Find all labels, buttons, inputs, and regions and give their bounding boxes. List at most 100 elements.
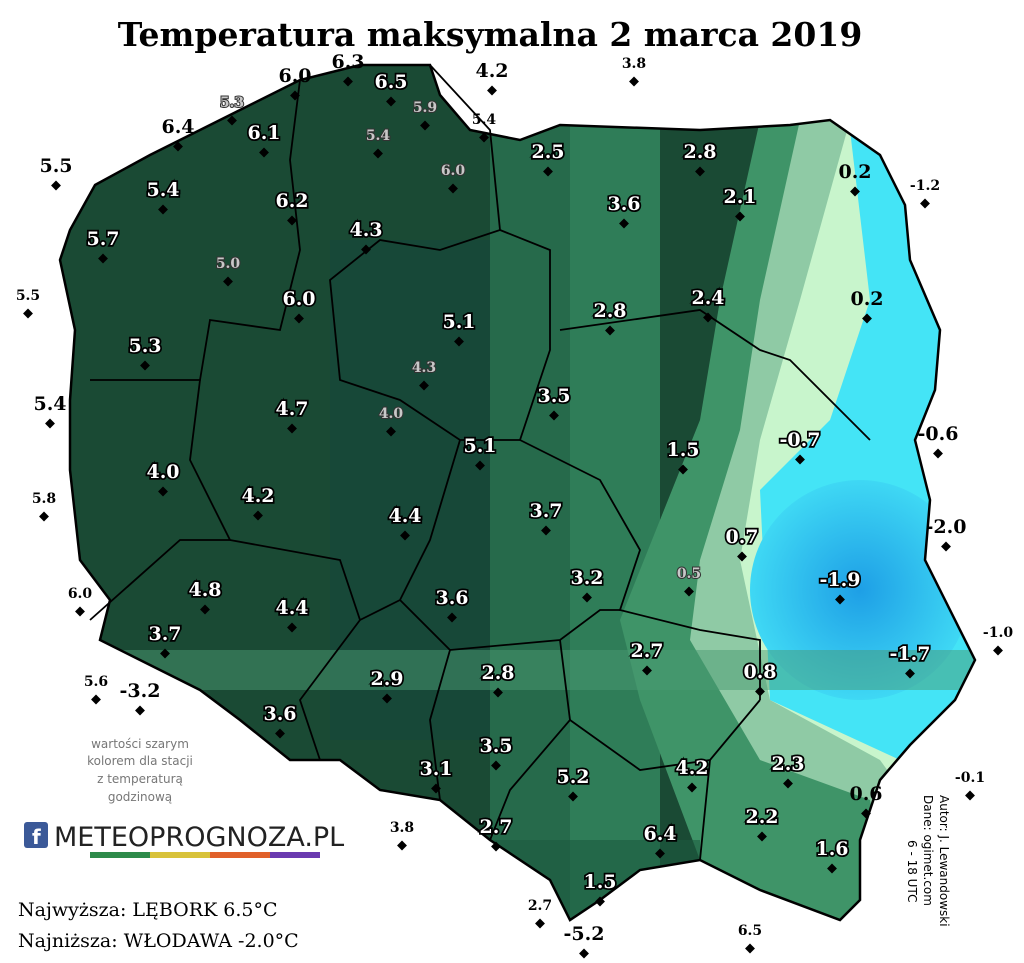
station-marker xyxy=(795,454,805,465)
station-marker xyxy=(755,686,765,697)
station-value: 6.0 xyxy=(282,288,315,310)
station-value: 4.3 xyxy=(349,219,382,241)
station-marker xyxy=(51,180,61,191)
station-marker xyxy=(595,896,605,907)
note: wartości szarym kolorem dla stacji z tem… xyxy=(87,737,193,804)
station-value: 4.4 xyxy=(275,597,308,619)
station-marker xyxy=(475,460,485,471)
station-marker xyxy=(582,592,592,603)
station-marker xyxy=(678,464,688,475)
station-marker xyxy=(253,510,263,521)
station-marker xyxy=(158,204,168,215)
station-value: 6.3 xyxy=(331,51,364,73)
station-marker xyxy=(695,166,705,177)
facebook-f: f xyxy=(32,825,41,849)
station-value: 3.6 xyxy=(607,193,640,215)
station-marker xyxy=(431,783,441,794)
station-marker xyxy=(835,594,845,605)
station-value: 2.3 xyxy=(771,753,804,775)
station-marker xyxy=(655,848,665,859)
station-marker xyxy=(448,183,458,194)
station-marker xyxy=(535,918,545,929)
station-marker xyxy=(862,313,872,324)
extreme-min: Najniższa: WŁODAWA -2.0°C xyxy=(18,930,299,952)
station-value: 6.2 xyxy=(275,190,308,212)
station-value: 5.1 xyxy=(442,311,475,333)
station-value: 2.4 xyxy=(691,287,724,309)
station-value: 6.5 xyxy=(374,71,407,93)
region-borders xyxy=(89,64,871,861)
facebook-icon xyxy=(24,822,48,848)
station-marker xyxy=(783,778,793,789)
station-marker xyxy=(447,612,457,623)
station-value: 5.9 xyxy=(413,100,437,116)
station-marker xyxy=(39,511,49,522)
station-marker xyxy=(827,863,837,874)
station-marker xyxy=(735,211,745,222)
station-value: 5.1 xyxy=(463,435,496,457)
station-marker xyxy=(287,215,297,226)
station-marker xyxy=(158,486,168,497)
station-value: 5.4 xyxy=(33,393,66,415)
station-value: -1.9 xyxy=(820,569,861,591)
station-value: 5.3 xyxy=(128,335,161,357)
station-value: 5.0 xyxy=(216,256,241,272)
station-marker xyxy=(287,423,297,434)
station-value: -5.2 xyxy=(564,923,605,945)
station-marker xyxy=(605,325,615,336)
station-marker xyxy=(75,606,85,617)
station-value: 2.7 xyxy=(479,816,512,838)
station-value: 3.8 xyxy=(622,56,646,72)
stations: 6.3 6.0 6.5 4.2 3.8 5.3 5.9 6.4 6.1 5.4 5.4 5.5 6.0 2… xyxy=(16,51,1013,959)
credit: Autor: J. Lewandowski xyxy=(937,795,951,927)
station-marker xyxy=(920,198,930,209)
station-value: 0.5 xyxy=(677,566,701,582)
station-marker xyxy=(419,380,429,391)
logo-bar xyxy=(90,852,320,858)
station-value: 4.2 xyxy=(675,757,708,779)
station-value: 2.1 xyxy=(723,186,756,208)
station-marker xyxy=(905,668,915,679)
station-marker xyxy=(491,760,501,771)
station-value: 5.4 xyxy=(472,112,497,128)
station-marker xyxy=(373,148,383,159)
station-value: 0.2 xyxy=(838,161,871,183)
station-marker xyxy=(543,166,553,177)
station-value: 4.3 xyxy=(412,360,436,376)
station-value: 4.2 xyxy=(241,485,274,507)
station-value: 1.5 xyxy=(583,871,616,893)
station-marker xyxy=(579,948,589,959)
station-value: 1.6 xyxy=(815,838,848,860)
station-value: 2.7 xyxy=(528,898,552,914)
title: Temperatura maksymalna 2 marca 2019 xyxy=(118,15,863,54)
station-marker xyxy=(737,551,747,562)
station-value: 1.5 xyxy=(666,439,699,461)
station-marker xyxy=(850,186,860,197)
station-value: -1.7 xyxy=(890,643,931,665)
station-value: 6.4 xyxy=(161,116,194,138)
station-value: 3.5 xyxy=(479,735,512,757)
station-marker xyxy=(703,312,713,323)
station-marker xyxy=(223,276,233,287)
station-value: 2.7 xyxy=(630,640,663,662)
station-value: -0.1 xyxy=(955,770,985,786)
station-value: 6.0 xyxy=(278,65,311,87)
station-marker xyxy=(45,418,55,429)
station-value: 6.0 xyxy=(68,586,93,602)
station-marker xyxy=(160,648,170,659)
station-value: 5.4 xyxy=(146,179,179,201)
station-value: 2.8 xyxy=(481,662,514,684)
station-marker xyxy=(745,943,755,954)
station-value: 5.3 xyxy=(220,95,244,111)
station-marker xyxy=(454,336,464,347)
station-value: -1.2 xyxy=(910,178,940,194)
station-marker xyxy=(91,694,101,705)
note-line: kolorem dla stacji xyxy=(87,754,193,768)
station-value: 0.8 xyxy=(743,661,776,683)
station-marker xyxy=(687,782,697,793)
station-marker xyxy=(23,308,33,319)
station-marker xyxy=(941,541,951,552)
station-marker xyxy=(200,604,210,615)
station-value: 6.4 xyxy=(643,823,676,845)
